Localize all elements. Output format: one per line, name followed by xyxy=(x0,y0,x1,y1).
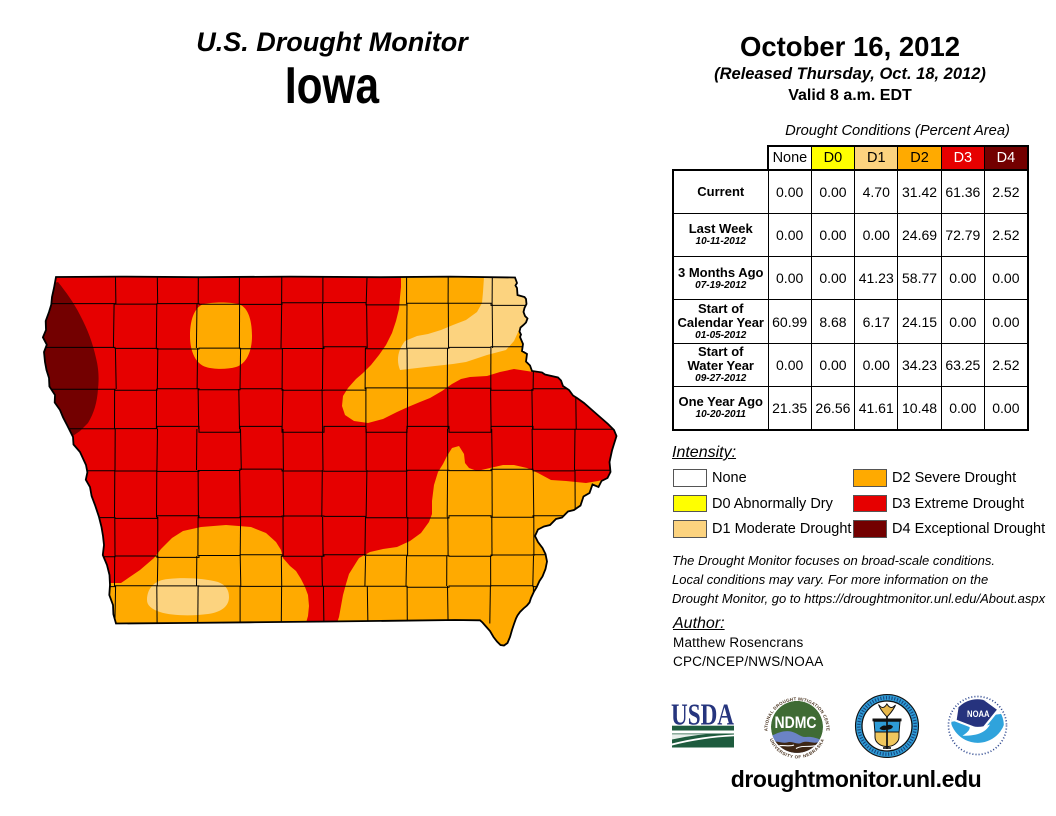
svg-text:USDA: USDA xyxy=(671,697,734,732)
svg-text:NDMC: NDMC xyxy=(775,714,817,732)
svg-text:NOAA: NOAA xyxy=(967,709,990,720)
